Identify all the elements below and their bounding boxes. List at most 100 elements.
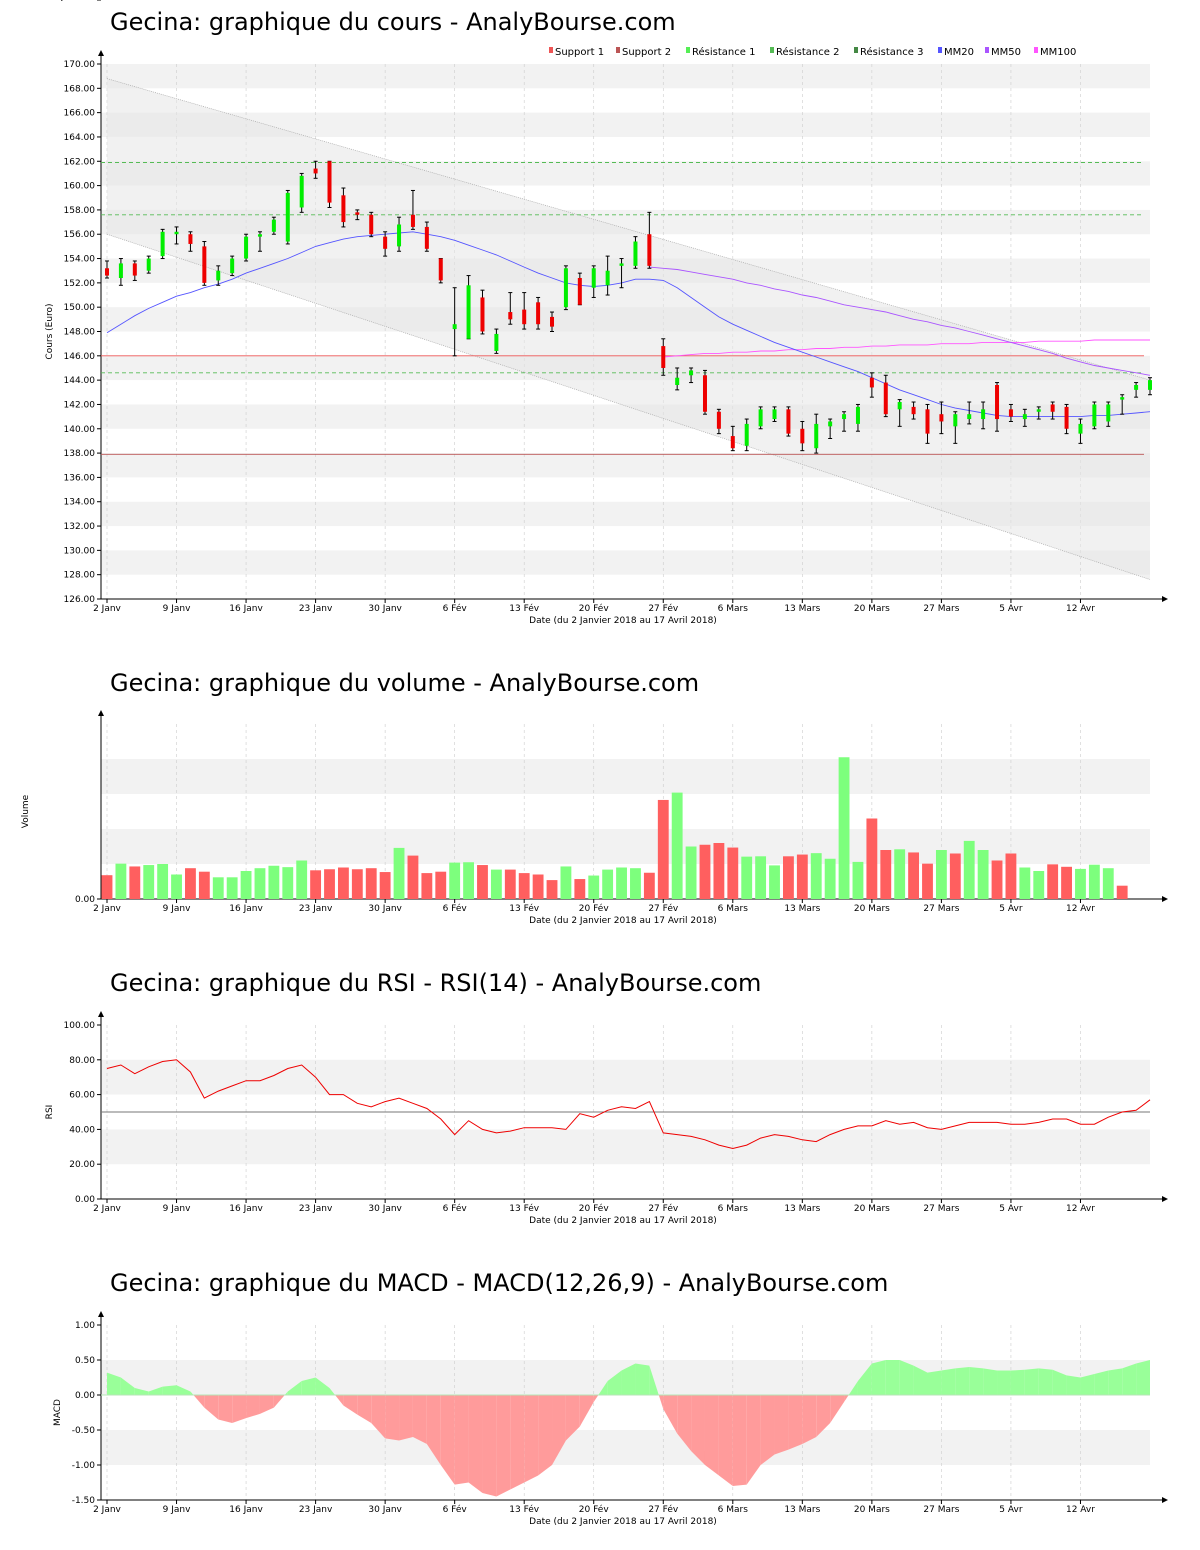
candle-body [466, 285, 471, 339]
candle-body [508, 312, 513, 320]
x-tick-label: 5 Avr [999, 1204, 1023, 1214]
volume-bar [574, 879, 586, 899]
macd-area-segment [232, 1395, 247, 1423]
macd-area-segment [649, 1365, 659, 1395]
y-tick-label: 40.00 [69, 1125, 95, 1135]
mm20-line [106, 231, 1151, 418]
x-axis-arrow [1162, 896, 1168, 902]
legend-swatch [616, 47, 620, 53]
y-tick-label: 500,000.00 [43, 0, 95, 3]
legend-label: MM100 [1040, 47, 1076, 58]
macd-area-segment [426, 1395, 441, 1465]
candle-body [1022, 414, 1027, 420]
x-tick-label: 9 Janv [163, 1204, 191, 1214]
x-tick-label: 27 Mars [923, 1505, 959, 1515]
candle-body [953, 414, 958, 427]
volume-bar [560, 866, 572, 899]
y-tick-label: 160.00 [64, 182, 96, 192]
volume-bar [1088, 864, 1100, 899]
macd-area-segment [482, 1395, 497, 1497]
candle-body [341, 195, 346, 223]
volume-bar [824, 858, 836, 899]
x-tick-label: 27 Fév [648, 1203, 679, 1214]
x-tick-label: 6 Mars [718, 1204, 749, 1214]
candle-body [327, 161, 332, 203]
x-tick-label: 23 Janv [299, 1505, 333, 1515]
volume-bar [463, 862, 474, 899]
volume-bar [198, 871, 210, 899]
x-tick-label: 6 Fév [443, 603, 468, 614]
x-tick-label: 12 Avr [1066, 604, 1095, 614]
candle-body [160, 231, 165, 257]
volume-bar [365, 868, 377, 899]
candle-body [577, 278, 582, 305]
y-tick-label: 400,000.00 [43, 0, 95, 3]
volume-bar [240, 871, 252, 899]
candle-body [716, 411, 721, 429]
macd-area-segment [1052, 1369, 1067, 1395]
candle-body [285, 192, 290, 242]
x-tick-label: 5 Avr [999, 604, 1023, 614]
x-tick-label: 13 Mars [784, 1204, 820, 1214]
macd-area-segment [440, 1395, 455, 1485]
candle-body [369, 214, 374, 235]
x-tick-label: 12 Avr [1066, 1505, 1095, 1515]
macd-area-segment [218, 1395, 233, 1423]
macd-area-segment [802, 1395, 817, 1444]
macd-area-segment [1066, 1375, 1081, 1395]
volume-bar [1061, 866, 1072, 899]
x-tick-label: 27 Fév [648, 903, 679, 914]
volume-bar [880, 850, 892, 899]
x-tick-label: 13 Mars [784, 1505, 820, 1515]
candle-body [925, 409, 930, 434]
macd-area-segment [830, 1395, 845, 1423]
candle-body [772, 409, 777, 420]
volume-bar [1075, 868, 1086, 899]
candle-body [744, 423, 749, 446]
legend-label: MM50 [991, 47, 1021, 58]
y-tick-label: 164.00 [64, 133, 96, 143]
macd-area-segment [997, 1370, 1011, 1395]
macd-area-segment [524, 1395, 539, 1483]
candle-body [202, 246, 207, 283]
candle-body [661, 346, 666, 368]
x-tick-label: 9 Janv [163, 1505, 191, 1515]
x-tick-label: 5 Avr [999, 904, 1023, 914]
macd-area-segment [162, 1385, 177, 1395]
y-tick-label: 144.00 [64, 376, 96, 386]
volume-bar [351, 869, 363, 899]
volume-bar [713, 843, 725, 899]
candle-body [118, 263, 123, 278]
x-tick-label: 23 Janv [299, 604, 333, 614]
volume-bar [546, 880, 558, 899]
y-tick-label: -1.00 [72, 1461, 96, 1471]
candle-body [313, 168, 318, 174]
volume-bar [212, 877, 224, 899]
volume-bar [630, 868, 641, 899]
x-tick-label: 9 Janv [163, 904, 191, 914]
legend-swatch [770, 47, 774, 53]
macd-chart-title: Gecina: graphique du MACD - MACD(12,26,9… [110, 1269, 889, 1297]
y-axis-arrow [98, 1011, 104, 1017]
macd-area-segment [399, 1395, 413, 1441]
y-tick-label: 154.00 [64, 255, 96, 265]
volume-bar [755, 856, 767, 899]
y-tick-label: 132.00 [64, 522, 96, 532]
y-tick-label: 100,000.00 [43, 0, 95, 3]
legend-swatch [686, 47, 690, 53]
macd-area-segment [1094, 1370, 1109, 1395]
volume-bar [143, 865, 155, 899]
volume-bar [727, 847, 739, 899]
y-tick-label: 100.00 [64, 1021, 96, 1031]
x-tick-label: 20 Mars [854, 904, 890, 914]
y-axis-label: Volume [21, 794, 31, 828]
macd-area-segment [1122, 1363, 1137, 1395]
volume-bar [296, 860, 308, 899]
volume-bar [588, 875, 600, 899]
macd-area-segment [107, 1372, 121, 1395]
x-tick-label: 16 Janv [229, 1505, 263, 1515]
macd-area-segment [774, 1395, 789, 1455]
candle-body [132, 263, 137, 276]
volume-bar [115, 863, 127, 899]
grid-band [101, 829, 1150, 864]
